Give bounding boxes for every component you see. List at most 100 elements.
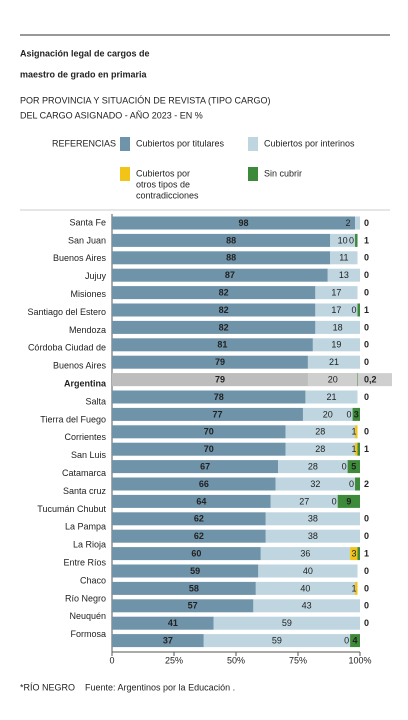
row-label: Entre Ríos bbox=[63, 557, 106, 567]
value-label: 13 bbox=[339, 270, 349, 280]
row-label: La Rioja bbox=[73, 540, 106, 550]
bar-segment bbox=[112, 390, 306, 404]
bar-segment bbox=[355, 216, 360, 230]
value-label: 19 bbox=[331, 340, 341, 350]
value-label: 64 bbox=[196, 496, 206, 506]
bar-segment bbox=[285, 425, 356, 439]
value-label: 82 bbox=[219, 305, 229, 315]
row-label: Tierra del Fuego bbox=[40, 414, 106, 424]
bar-segment bbox=[112, 355, 308, 369]
bar-segment bbox=[357, 547, 360, 561]
value-label: 40 bbox=[303, 566, 313, 576]
row-label: Buenos Aires bbox=[53, 361, 107, 371]
row-label: Formosa bbox=[70, 629, 106, 639]
value-label: 88 bbox=[226, 235, 236, 245]
value-label: 1 bbox=[364, 235, 369, 245]
bar-segment bbox=[112, 547, 261, 561]
bar-segment bbox=[112, 425, 286, 439]
value-label: 9 bbox=[346, 496, 351, 506]
row-label: Corrientes bbox=[64, 432, 106, 442]
value-label: 20 bbox=[328, 374, 338, 384]
bar-segment bbox=[112, 634, 204, 648]
row-label: Santa Fe bbox=[69, 217, 106, 227]
value-label: 10 bbox=[338, 235, 348, 245]
row-label: Misiones bbox=[70, 289, 106, 299]
bar-segment bbox=[355, 233, 358, 247]
value-label: 60 bbox=[191, 548, 201, 558]
value-label: 0 bbox=[364, 618, 369, 628]
value-label: 1 bbox=[364, 305, 369, 315]
bar-segment bbox=[112, 251, 331, 265]
x-tick-label: 100% bbox=[348, 655, 371, 665]
value-label: 0 bbox=[344, 635, 349, 645]
row-label: Jujuy bbox=[85, 271, 107, 281]
bar-segment bbox=[337, 494, 360, 508]
value-label: 0 bbox=[342, 461, 347, 471]
bar-segment bbox=[112, 233, 331, 247]
value-label: 87 bbox=[225, 270, 235, 280]
value-label: 0 bbox=[364, 531, 369, 541]
bar-segment bbox=[315, 303, 358, 317]
value-label: 0 bbox=[347, 409, 352, 419]
value-label: 0 bbox=[364, 514, 369, 524]
bar-segment bbox=[330, 233, 356, 247]
value-label: 0 bbox=[364, 340, 369, 350]
legend-label: Cubiertos por bbox=[136, 168, 190, 178]
value-label: 66 bbox=[199, 479, 209, 489]
value-label: 28 bbox=[308, 461, 318, 471]
value-label: 0 bbox=[349, 479, 354, 489]
bar-segment bbox=[357, 442, 360, 456]
value-label: 0 bbox=[364, 253, 369, 263]
value-label: 82 bbox=[219, 322, 229, 332]
bar-segment bbox=[315, 320, 360, 334]
legend-label: contradicciones bbox=[136, 190, 199, 200]
bar-segment bbox=[112, 216, 356, 230]
chart-subtitle: DEL CARGO ASIGNADO - AÑO 2023 - EN % bbox=[20, 110, 203, 120]
row-label: Chaco bbox=[80, 575, 106, 585]
bar-segment bbox=[112, 407, 303, 421]
legend-swatch bbox=[120, 167, 130, 181]
chart-subtitle: POR PROVINCIA Y SITUACIÓN DE REVISTA (TI… bbox=[20, 95, 271, 105]
bar-segment bbox=[112, 494, 271, 508]
row-label: San Juan bbox=[68, 235, 106, 245]
value-label: 0 bbox=[364, 322, 369, 332]
value-label: 82 bbox=[219, 287, 229, 297]
value-label: 40 bbox=[300, 583, 310, 593]
value-label: 0 bbox=[349, 235, 354, 245]
value-label: 57 bbox=[188, 601, 198, 611]
value-label: 70 bbox=[204, 427, 214, 437]
value-label: 1 bbox=[364, 444, 369, 454]
value-label: 2 bbox=[345, 218, 350, 228]
row-label: San Luis bbox=[71, 450, 107, 460]
bar-segment bbox=[112, 616, 214, 630]
legend-title: REFERENCIAS bbox=[52, 138, 116, 148]
value-label: 70 bbox=[204, 444, 214, 454]
row-label: Salta bbox=[85, 396, 106, 406]
bar-segment bbox=[213, 616, 360, 630]
bar-segment bbox=[355, 425, 358, 439]
legend-swatch bbox=[120, 137, 130, 151]
value-label: 0 bbox=[364, 270, 369, 280]
value-label: 11 bbox=[339, 253, 348, 263]
bar-segment bbox=[112, 512, 266, 526]
value-label: 0 bbox=[364, 287, 369, 297]
value-label: 62 bbox=[194, 531, 204, 541]
bar-segment bbox=[112, 599, 254, 613]
bar-segment bbox=[112, 442, 286, 456]
value-label: 0 bbox=[364, 601, 369, 611]
bar-segment bbox=[265, 512, 360, 526]
bar-segment bbox=[112, 286, 316, 300]
row-label: Argentina bbox=[64, 378, 107, 388]
legend-swatch bbox=[248, 167, 258, 181]
bar-segment bbox=[255, 581, 356, 595]
value-label: 28 bbox=[315, 427, 325, 437]
bar-segment bbox=[355, 581, 358, 595]
value-label: 38 bbox=[308, 514, 318, 524]
value-label: 41 bbox=[168, 618, 178, 628]
row-label: Neuquén bbox=[69, 611, 106, 621]
bar-segment bbox=[112, 581, 256, 595]
value-label: 0 bbox=[364, 218, 369, 228]
value-label: 0 bbox=[364, 392, 369, 402]
bar-segment bbox=[347, 460, 360, 474]
